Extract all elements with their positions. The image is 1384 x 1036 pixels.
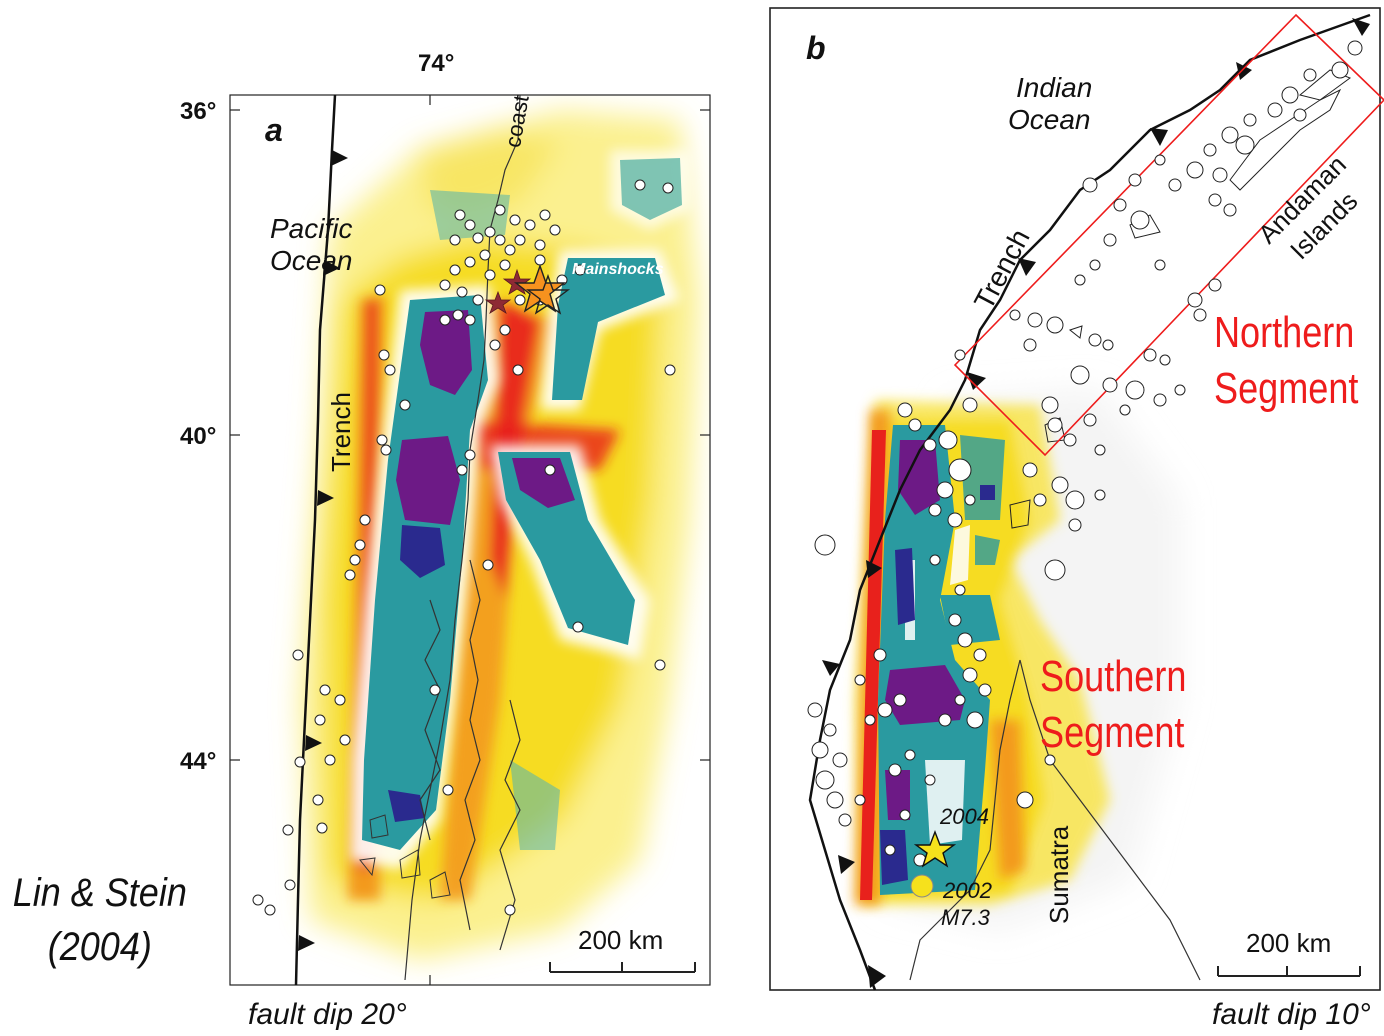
aftershocks-a [252,179,676,916]
panel-a-ticks [230,95,710,985]
indian-ocean-label-line1: Indian [1016,72,1093,103]
lat-label-44: 44° [180,748,217,775]
trench-teeth-a [298,150,348,951]
sumatra-coastline [909,659,1201,981]
citation: Lin & Stein (2004) [8,866,192,974]
lat-label-40: 40° [180,423,217,450]
scale-bar-a [549,962,696,973]
panel-a-frame [229,94,711,986]
trench-line-b [808,13,1371,991]
pacific-ocean-label-line1: Pacific [270,213,353,244]
foreshock-star-1 [502,268,532,295]
stress-field-purple [388,310,575,822]
stress-red-strip-b [860,430,886,900]
panel-a-map [229,94,711,986]
trench-teeth-b [822,18,1370,988]
northern-segment-box [953,13,1384,457]
southern-segment-label-line1: Southern [1040,652,1187,701]
event-2002-label-line2: M7.3 [941,905,990,930]
mainshocks-label: Mainshocks [572,261,664,278]
trench-line-a [294,94,337,986]
foreshock-star-2 [484,290,512,314]
islands-a [359,814,451,899]
aftershocks-b [807,40,1363,867]
lon-label-74: 74° [418,50,455,77]
event-2004-label: 2004 [940,804,989,829]
epicenter-2004-star [913,830,957,868]
scale-label-b: 200 km [1246,928,1332,958]
sumatra-label: Sumatra [1044,825,1074,924]
northern-segment-label-line1: Northern [1214,308,1355,357]
epicenter-2002-circle [910,874,934,898]
stress-field-purple-b [880,440,995,885]
lat-label-36: 36° [180,98,217,125]
southern-segment-label-line2: Segment [1040,708,1185,757]
panel-b-frame [769,7,1381,991]
scale-label-a: 200 km [578,925,664,955]
event-2002-label-line1: 2002 [943,878,992,903]
fault-dip-b: fault dip 10° [1212,998,1371,1031]
northern-segment-label-line2: Segment [1214,364,1359,413]
mainshock-stars-a [484,263,571,315]
panel-a-label: a [265,112,283,148]
pacific-ocean-label-line2: Ocean [270,245,353,276]
citation-line1: Lin & Stein [12,871,187,915]
fault-dip-a: fault dip 20° [248,998,407,1031]
scale-bar-b [1217,966,1361,977]
mainshock-star-2 [525,273,571,315]
citation-line2: (2004) [47,925,152,969]
panel-b-label: b [806,30,826,66]
panel-b-map [769,7,1384,991]
indian-ocean-label-line2: Ocean [1008,104,1091,135]
